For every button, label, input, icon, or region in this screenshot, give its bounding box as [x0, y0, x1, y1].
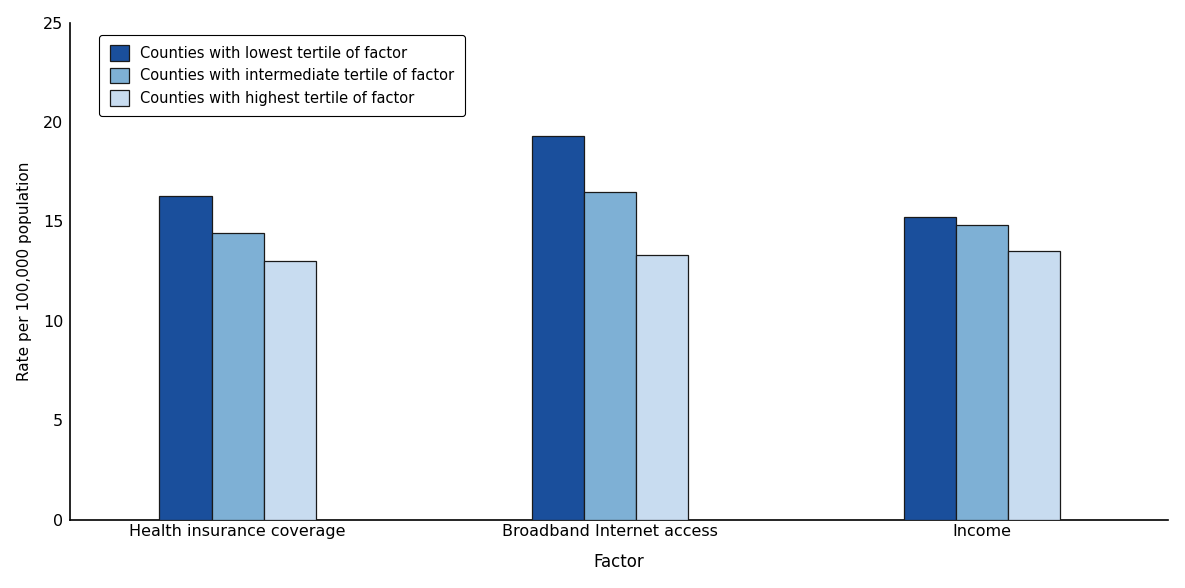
Bar — [212, 233, 264, 520]
Bar — [584, 192, 636, 520]
Bar — [264, 261, 316, 520]
X-axis label: Factor: Factor — [594, 553, 645, 572]
Bar — [636, 255, 688, 520]
Bar — [956, 225, 1008, 520]
Bar — [160, 196, 212, 520]
Bar — [1008, 251, 1061, 520]
Y-axis label: Rate per 100,000 population: Rate per 100,000 population — [17, 162, 32, 381]
Legend: Counties with lowest tertile of factor, Counties with intermediate tertile of fa: Counties with lowest tertile of factor, … — [100, 35, 465, 116]
Bar — [532, 136, 584, 520]
Bar — [904, 218, 956, 520]
